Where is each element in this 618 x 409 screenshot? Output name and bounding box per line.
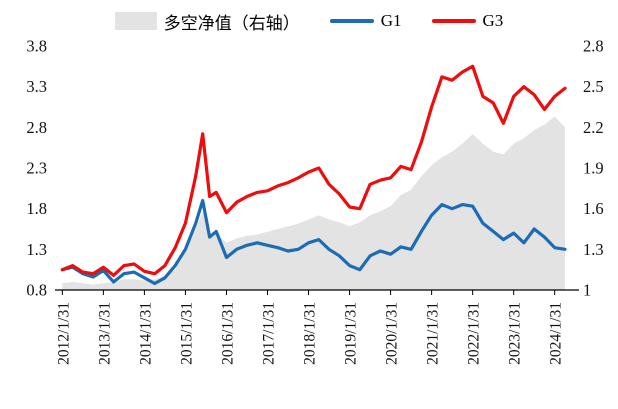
g3-line-swatch-icon xyxy=(431,19,476,23)
left-axis-tick-label: 3.8 xyxy=(26,38,47,56)
chart-legend: 多空净值（右轴） G1 G3 xyxy=(0,0,618,38)
legend-label-g3: G3 xyxy=(482,11,504,30)
right-axis-tick-label: 2.5 xyxy=(583,77,604,96)
left-axis-tick-label: 1.3 xyxy=(26,240,47,259)
x-tick-label: 2021/1/31 xyxy=(425,302,442,365)
area-series xyxy=(62,116,566,290)
x-tick-label: 2015/1/31 xyxy=(178,302,195,365)
right-axis-tick-label: 2.2 xyxy=(583,118,604,137)
x-tick-label: 2012/1/31 xyxy=(55,302,72,365)
left-axis-tick-label: 2.3 xyxy=(26,159,47,178)
right-axis-tick-label: 1.9 xyxy=(583,159,604,178)
x-tick-label: 2019/1/31 xyxy=(343,302,360,365)
legend-item-area: 多空净值（右轴） xyxy=(114,9,300,34)
x-tick-label: 2016/1/31 xyxy=(219,302,236,365)
right-axis-tick-label: 1 xyxy=(583,281,591,300)
chart-plot-area: 2012/1/31 2013/1/31 2014/1/31 2015/1/31 2016… xyxy=(26,37,604,365)
legend-label-g1: G1 xyxy=(380,11,402,30)
x-tick-label: 2013/1/31 xyxy=(96,302,113,365)
x-tick-label: 2014/1/31 xyxy=(137,302,154,365)
area-swatch-icon xyxy=(114,12,157,30)
g1-line-swatch-icon xyxy=(329,19,374,23)
left-axis-tick-label: 2.8 xyxy=(26,118,47,137)
right-axis-tick-label: 1.6 xyxy=(583,199,604,218)
g1-line xyxy=(60,198,567,286)
x-tick-label: 2022/1/31 xyxy=(466,302,483,365)
left-axis-tick-label: 1.8 xyxy=(26,199,47,218)
left-axis-tick-label: 0.8 xyxy=(26,281,47,300)
x-tick-label: 2024/1/31 xyxy=(548,302,565,365)
right-axis-tick-label: 2.8 xyxy=(583,38,604,56)
legend-label-area: 多空净值（右轴） xyxy=(163,13,300,33)
x-tick-label: 2023/1/31 xyxy=(507,302,524,365)
right-axis-tick-label: 1.3 xyxy=(583,240,604,259)
legend-item-g3: G3 xyxy=(431,11,504,31)
g3-line xyxy=(60,64,567,277)
left-axis-tick-label: 3.3 xyxy=(26,77,47,96)
legend-item-g1: G1 xyxy=(329,11,402,31)
x-tick-label: 2018/1/31 xyxy=(302,302,319,365)
x-tick-label: 2017/1/31 xyxy=(260,302,277,365)
x-tick-label: 2020/1/31 xyxy=(384,302,401,365)
